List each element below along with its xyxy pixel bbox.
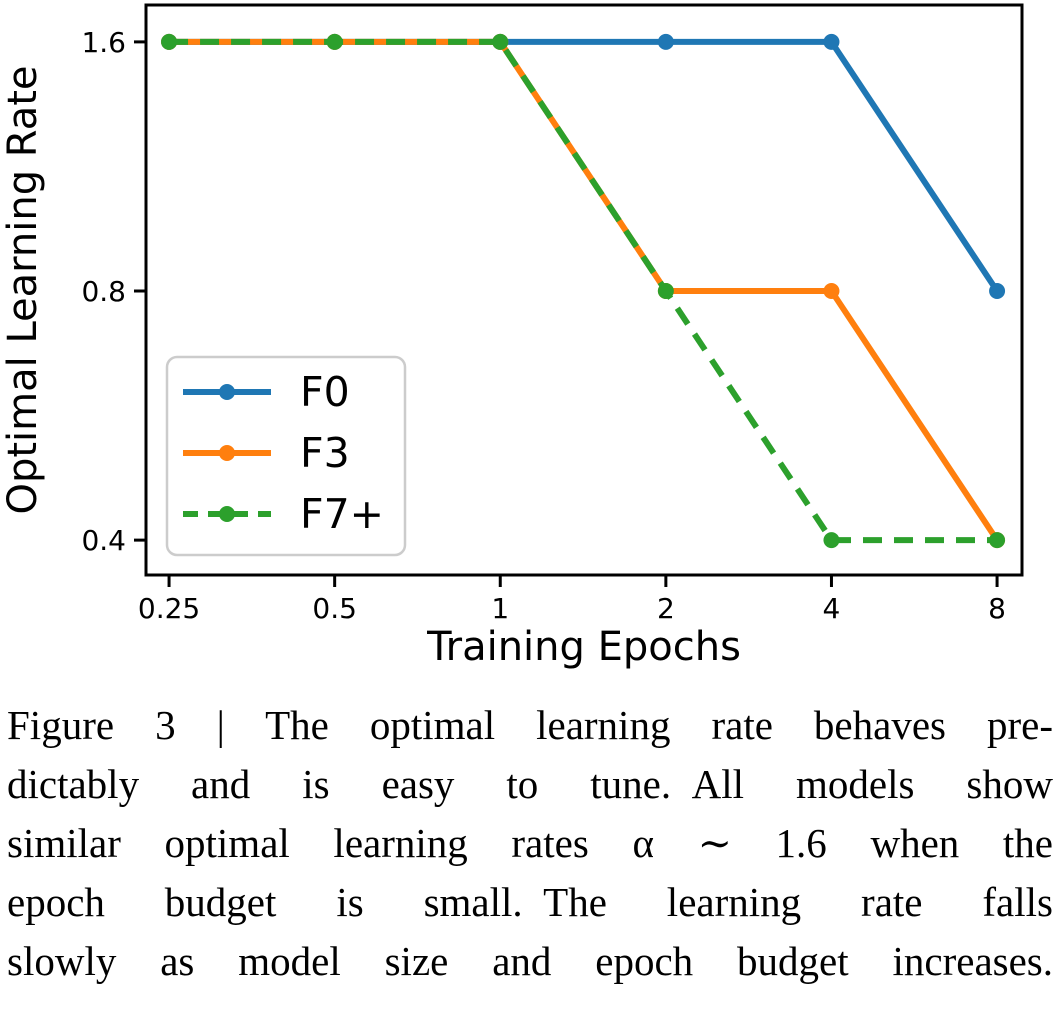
legend-box [165, 355, 407, 557]
series-marker-F7+ [657, 283, 674, 300]
figure-3: 0.25 0.5 1 2 4 8 1.6 0.8 0.4 Training Epochs Optim… [0, 3, 1060, 991]
y-axis-label: Optimal Learning Rate [0, 65, 46, 514]
caption-line: epoch budget is small. The learning rate… [7, 879, 1053, 925]
series-marker-F7+ [989, 532, 1006, 549]
legend-marker-F0 [219, 384, 235, 400]
y-tick-label: 0.4 [81, 524, 126, 557]
series-line-F7+ [169, 38, 998, 544]
legend-label-F3: F3 [300, 429, 350, 477]
series-marker-F7+ [823, 532, 840, 549]
x-axis-label: Training Epochs [426, 624, 741, 670]
x-tick-label: 4 [823, 592, 841, 625]
line-chart: 0.25 0.5 1 2 4 8 1.6 0.8 0.4 Training Epochs Optim… [0, 3, 1024, 670]
caption-line: dictably and is easy to tune. All models… [7, 761, 1053, 807]
legend-marker-F3 [219, 445, 235, 461]
legend-label-F7+: F7+ [300, 490, 384, 538]
series-marker-F7+ [161, 33, 178, 50]
x-tick-label: 0.25 [138, 592, 200, 625]
series-marker-F0 [657, 33, 674, 50]
legend-label-F0: F0 [300, 368, 350, 416]
series-marker-F0 [823, 33, 840, 50]
series-marker-F7+ [492, 33, 509, 50]
y-tick-label: 0.8 [81, 275, 126, 308]
legend-marker-F7+ [219, 506, 235, 522]
series-marker-F7+ [326, 33, 343, 50]
x-tick-label: 0.5 [312, 592, 357, 625]
x-tick-label: 1 [491, 592, 509, 625]
series-marker-F3 [823, 283, 840, 300]
x-tick-label: 8 [988, 592, 1006, 625]
caption-line: slowly as model size and epoch budget in… [7, 938, 1053, 984]
x-tick-label: 2 [657, 592, 675, 625]
caption-line: similar optimal learning rates α ∼ 1.6 w… [7, 820, 1053, 866]
series-marker-F0 [989, 283, 1006, 300]
figure-caption: Figure 3 | The optimal learning rate beh… [0, 696, 1060, 991]
caption-line: Figure 3 | The optimal learning rate beh… [7, 702, 1053, 748]
chart-canvas: 0.25 0.5 1 2 4 8 1.6 0.8 0.4 Training Epochs Optim… [0, 3, 1024, 670]
y-tick-label: 1.6 [81, 26, 126, 59]
